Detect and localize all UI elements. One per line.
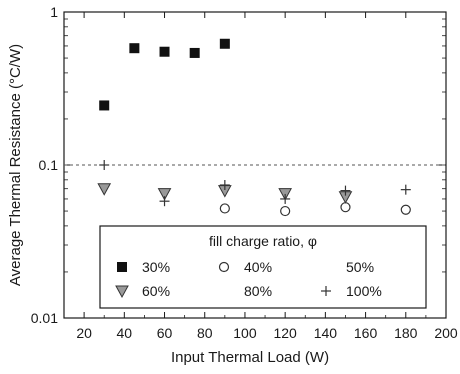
x-tick-label: 200 (434, 325, 458, 341)
x-tick-label: 100 (233, 325, 257, 341)
legend-label: 40% (244, 259, 272, 275)
x-tick-label: 20 (76, 325, 92, 341)
legend-title: fill charge ratio, φ (209, 233, 317, 249)
legend: fill charge ratio, φ 30% 40% 50% 60% 80% 100% (99, 225, 427, 309)
legend-marker (218, 261, 230, 273)
data-point (159, 46, 170, 57)
data-point (340, 202, 351, 213)
legend-marker (115, 285, 129, 299)
data-point (280, 193, 291, 204)
x-tick-label: 40 (117, 325, 133, 341)
legend-marker (321, 286, 331, 296)
data-point (219, 203, 230, 214)
data-point (400, 204, 411, 215)
data-point (189, 47, 200, 58)
y-tick-label: 1 (50, 4, 58, 20)
data-point (340, 185, 351, 196)
x-tick-label: 120 (273, 325, 297, 341)
data-point (219, 38, 230, 49)
data-point (219, 180, 230, 191)
x-tick-label: 140 (314, 325, 338, 341)
axes-layer: 20 40 60 80 100 120 140 160 180 200 0.01 0.1 1 (31, 4, 458, 341)
x-tick-label: 180 (394, 325, 418, 341)
data-point (129, 43, 140, 54)
y-axis-title: Average Thermal Resistance (°C/W) (7, 44, 24, 286)
data-point (97, 183, 112, 196)
x-axis-title: Input Thermal Load (W) (171, 349, 329, 366)
legend-label: 60% (142, 283, 170, 299)
legend-label: 100% (346, 283, 382, 299)
legend-label: 30% (142, 259, 170, 275)
x-tick-label: 60 (157, 325, 173, 341)
legend-box (99, 225, 427, 309)
data-point (280, 205, 291, 217)
x-tick-label: 160 (354, 325, 378, 341)
data-point (159, 196, 170, 207)
legend-marker (117, 262, 127, 272)
data-point (400, 184, 411, 195)
data-point (99, 100, 110, 111)
data-layer (97, 38, 411, 217)
x-tick-label: 80 (197, 325, 213, 341)
y-tick-label: 0.01 (31, 310, 58, 326)
data-point (157, 188, 172, 201)
y-tick-label: 0.1 (39, 157, 59, 173)
data-point (99, 160, 110, 170)
legend-label: 50% (346, 259, 374, 275)
legend-label: 80% (244, 283, 272, 299)
